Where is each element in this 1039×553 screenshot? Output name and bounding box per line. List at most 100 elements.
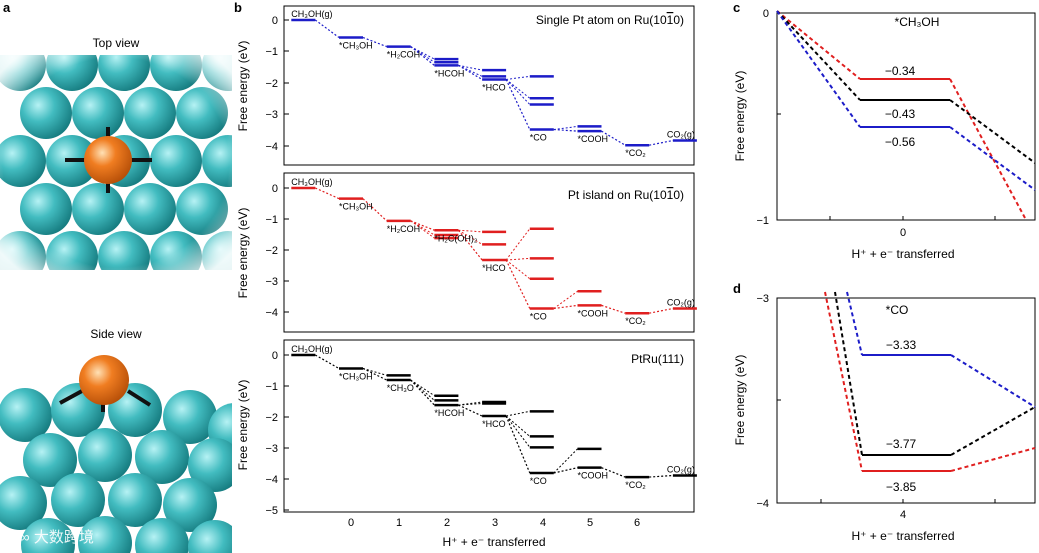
b1-y-tick: 0: [272, 15, 278, 27]
intermediate-label: *CH₃O: [387, 383, 414, 393]
c-value-black: −0.43: [885, 107, 916, 121]
b1-y-tick: −3: [265, 109, 278, 121]
pathway-connector: [553, 290, 578, 309]
pathway-connector: [505, 79, 531, 105]
intermediate-label: *HCO: [482, 263, 506, 273]
b2-y-ticks: 0 −1 −2 −3 −4: [265, 183, 289, 319]
b2-y-tick: −2: [265, 245, 278, 257]
panel-c: c Free energy (eV) 0 −1 0 H⁺ + e⁻ transf…: [733, 0, 1036, 261]
pathway-connector: [506, 75, 530, 80]
d-x-axis-title: H⁺ + e⁻ transferred: [851, 529, 954, 543]
b1-title: Single Pt atom on Ru(1010): [536, 13, 684, 27]
b-x-axis-title: H⁺ + e⁻ transferred: [442, 535, 545, 549]
pathway-connector: [506, 257, 530, 261]
b1-y-ticks: 0 −1 −2 −3 −4: [265, 15, 289, 153]
b1-y-tick: −1: [265, 46, 278, 58]
b1-title-bar: 1: [667, 13, 674, 27]
intermediate-label: CO₂(g): [667, 465, 695, 475]
b1-y-tick: −2: [265, 78, 278, 90]
d-y-tick: −4: [756, 498, 769, 510]
d-red-dash-out: [950, 447, 1036, 472]
c-blue-dash-out: [949, 126, 1036, 191]
top-view-image: [0, 55, 232, 270]
b2-y-axis-title: Free energy (eV): [236, 208, 250, 299]
pathway-connector: [601, 304, 626, 314]
pathway-connector: [458, 64, 483, 77]
intermediate-label: *HCO: [482, 82, 506, 92]
intermediate-label: *CH₃OH: [339, 41, 373, 51]
b2-title-bar: 1: [667, 188, 674, 202]
watermark: ᑕ∞ 大数跨境: [8, 526, 94, 547]
d-frame: [776, 297, 1036, 504]
pathway-connector: [458, 404, 483, 417]
c-value-red: −0.34: [885, 64, 916, 78]
top-view-title: Top view: [92, 36, 140, 50]
pathway-connector: [410, 379, 435, 406]
intermediate-label: *CO: [530, 312, 547, 322]
intermediate-label: *CO₂: [625, 316, 646, 326]
pathway-connector: [505, 259, 531, 309]
d-paths: [824, 291, 1036, 472]
b-x-tick: 6: [634, 517, 640, 529]
d-red-dash-in: [824, 291, 863, 472]
intermediate-label: CH₃OH(g): [291, 344, 332, 354]
b2-y-tick: −1: [265, 214, 278, 226]
b2-y-tick: −3: [265, 276, 278, 288]
pathway-connector: [410, 220, 435, 239]
d-value-black: −3.77: [886, 437, 917, 451]
pathway-connector: [505, 79, 531, 99]
intermediate-label: *HCOH: [434, 68, 464, 78]
b-x-tick: 2: [444, 517, 450, 529]
d-black-dash-out: [950, 406, 1036, 456]
b-x-tick: 3: [492, 517, 498, 529]
c-frame: [776, 12, 1036, 221]
pathway-connector: [410, 46, 435, 63]
d-value-blue: −3.33: [886, 338, 917, 352]
pathway-connector: [505, 228, 531, 261]
pathway-connector: [649, 139, 674, 146]
c-paths: [776, 10, 1036, 219]
pathway-connector: [362, 198, 388, 222]
b3-y-tick: −1: [265, 381, 278, 393]
d-blue-dash-in: [846, 291, 863, 356]
b1-title-end: 0): [673, 13, 684, 27]
b3-frame: [283, 339, 695, 513]
c-value-blue: −0.56: [885, 135, 916, 149]
intermediate-label: *CO: [530, 476, 547, 486]
b3-y-ticks: 0 −1 −2 −3 −4 −5: [265, 350, 289, 517]
d-blue-dash-out: [950, 354, 1036, 408]
pathway-connector: [410, 379, 435, 401]
b1-y-tick: −4: [265, 141, 278, 153]
b1-frame: [283, 5, 695, 166]
intermediate-label: *COOH: [578, 134, 609, 144]
b3-y-tick: −4: [265, 474, 278, 486]
intermediate-label: *H₂COH: [387, 224, 421, 234]
pathway-connector: [649, 307, 674, 314]
pathway-connector: [410, 379, 435, 397]
pathway-connector: [362, 367, 387, 376]
b3-y-tick: −2: [265, 412, 278, 424]
d-value-red: −3.85: [886, 480, 917, 494]
pathway-connector: [505, 415, 531, 448]
c-y-tick: −1: [756, 215, 769, 227]
pathway-connector: [505, 415, 531, 437]
b-x-ticks: 0 1 2 3 4 5 6: [348, 517, 640, 529]
b-x-tick: 1: [396, 517, 402, 529]
d-black-dash-in: [834, 291, 863, 456]
intermediate-label: *CO₂: [625, 148, 646, 158]
c-y-tick: 0: [763, 8, 769, 20]
b3-title-main: PtRu(111): [631, 352, 684, 366]
b2-title-end: 0): [673, 188, 684, 202]
intermediate-label: *HCOH: [434, 408, 464, 418]
panel-label-b: b: [234, 0, 242, 15]
c-x-axis-title: H⁺ + e⁻ transferred: [851, 247, 954, 261]
pathway-connector: [649, 474, 673, 478]
pathway-connector: [458, 403, 483, 406]
pathway-connector: [601, 130, 626, 146]
pathway-connector: [458, 229, 483, 245]
pathway-connector: [314, 19, 340, 39]
d-x-tick: 4: [900, 509, 906, 521]
intermediate-label: *COOH: [578, 308, 609, 318]
b-intermediate-labels: CH₃OH(g) *CH₃OH *H₂COH *HCOH *HCO *CO *COOH *CO…: [291, 9, 695, 490]
b3-y-tick: −3: [265, 443, 278, 455]
